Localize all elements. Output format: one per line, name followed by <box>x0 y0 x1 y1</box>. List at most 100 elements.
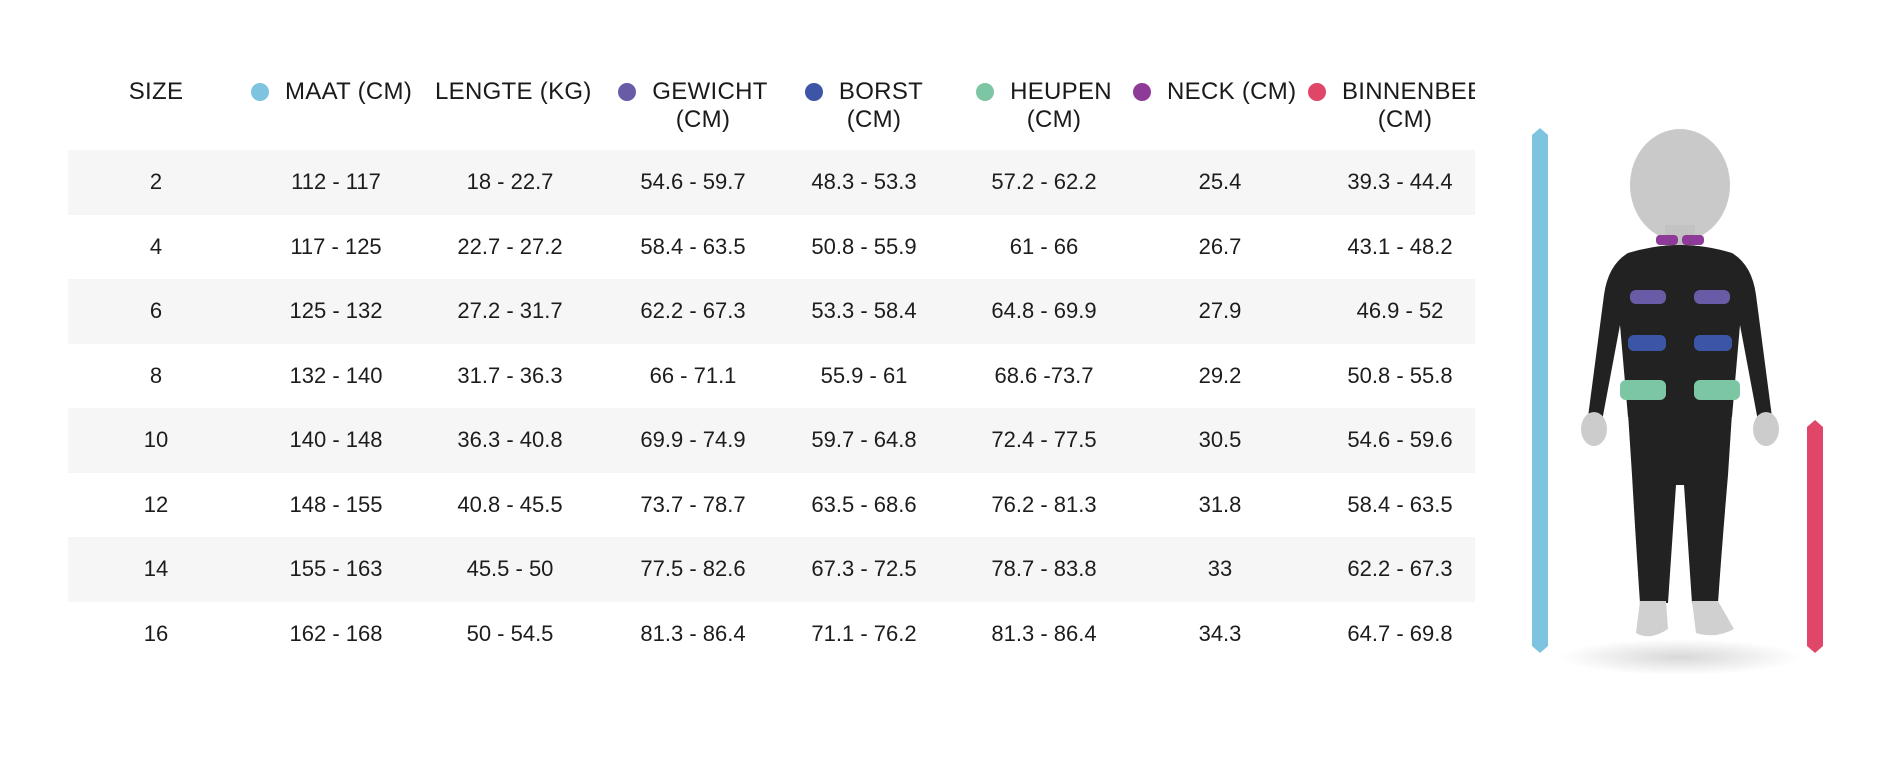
cell-lengte: 31.7 - 36.3 <box>457 362 563 388</box>
cell-heupen: 72.4 - 77.5 <box>991 427 1097 452</box>
cell-gewicht: 73.7 - 78.7 <box>640 491 746 517</box>
cell-neck: 29.2 <box>1198 362 1242 388</box>
table-row: 14 155 - 163 45.5 - 50 77.5 - 82.6 67.3 … <box>68 537 1475 602</box>
gewicht-color-dot <box>618 83 637 101</box>
cell-borst: 71.1 - 76.2 <box>811 620 917 646</box>
cell-gewicht: 58.4 - 63.5 <box>640 233 746 259</box>
cell-neck: 30.5 <box>1198 427 1242 452</box>
cell-borst: 55.9 - 61 <box>820 362 908 388</box>
table-row: 12 148 - 155 40.8 - 45.5 73.7 - 78.7 63.… <box>68 473 1475 538</box>
measurement-figure <box>1532 128 1823 675</box>
header-lengte-label: LENGTE (KG) <box>435 78 592 105</box>
borst-color-dot <box>804 83 823 101</box>
cell-heupen: 68.6 -73.7 <box>994 362 1094 388</box>
cell-binnenbeen: 64.7 - 69.8 <box>1347 620 1453 646</box>
child-silhouette <box>1581 129 1779 637</box>
heupen-color-dot <box>976 83 995 101</box>
cell-size: 14 <box>143 556 169 581</box>
cell-binnenbeen: 58.4 - 63.5 <box>1347 491 1453 517</box>
table-header: SIZE MAAT (CM) LENGTE (KG) GEWICHT (CM) … <box>68 70 1475 150</box>
cell-borst: 67.3 - 72.5 <box>811 556 917 581</box>
cell-maat: 140 - 148 <box>289 427 383 452</box>
header-maat: MAAT (CM) <box>251 78 421 148</box>
header-borst-unit: (CM) <box>846 106 902 133</box>
cell-neck: 33 <box>1207 556 1233 581</box>
cell-size: 2 <box>149 169 163 194</box>
cell-binnenbeen: 62.2 - 67.3 <box>1347 556 1453 581</box>
header-heupen: HEUPEN (CM) <box>969 78 1119 148</box>
cell-heupen: 61 - 66 <box>1009 233 1079 259</box>
header-neck-label: NECK (CM) <box>1167 78 1297 105</box>
cell-lengte: 40.8 - 45.5 <box>457 491 563 517</box>
cell-neck: 25.4 <box>1198 169 1242 194</box>
cell-maat: 162 - 168 <box>289 620 383 646</box>
cell-binnenbeen: 54.6 - 59.6 <box>1347 427 1453 452</box>
height-bar <box>1532 128 1548 653</box>
cell-gewicht: 66 - 71.1 <box>649 362 737 388</box>
header-borst: BORST (CM) <box>799 78 929 148</box>
cell-heupen: 57.2 - 62.2 <box>991 169 1097 194</box>
cell-size: 4 <box>149 233 163 259</box>
cell-lengte: 36.3 - 40.8 <box>457 427 563 452</box>
header-heupen-unit: (CM) <box>1026 106 1082 133</box>
cell-size: 12 <box>143 491 169 517</box>
cell-binnenbeen: 43.1 - 48.2 <box>1347 233 1453 259</box>
cell-binnenbeen: 39.3 - 44.4 <box>1347 169 1453 194</box>
cell-size: 6 <box>149 298 163 323</box>
cell-maat: 125 - 132 <box>289 298 383 323</box>
header-heupen-label: HEUPEN <box>1010 78 1112 105</box>
binnenbeen-color-dot <box>1308 83 1326 101</box>
header-binnenbeen: BINNENBEEN (CM) <box>1308 78 1475 148</box>
cell-binnenbeen: 46.9 - 52 <box>1356 298 1444 323</box>
header-borst-label: BORST <box>838 78 924 105</box>
cell-borst: 50.8 - 55.9 <box>811 233 917 259</box>
cell-maat: 148 - 155 <box>289 491 383 517</box>
cell-borst: 48.3 - 53.3 <box>811 169 917 194</box>
header-size-label: SIZE <box>128 78 184 105</box>
size-chart-table: SIZE MAAT (CM) LENGTE (KG) GEWICHT (CM) … <box>68 70 1475 666</box>
cell-binnenbeen: 50.8 - 55.8 <box>1347 362 1453 388</box>
cell-borst: 59.7 - 64.8 <box>811 427 917 452</box>
table-row: 2 112 - 117 18 - 22.7 54.6 - 59.7 48.3 -… <box>68 150 1475 215</box>
cell-heupen: 78.7 - 83.8 <box>991 556 1097 581</box>
cell-size: 8 <box>149 362 163 388</box>
cell-neck: 34.3 <box>1198 620 1242 646</box>
cell-gewicht: 81.3 - 86.4 <box>640 620 746 646</box>
borst-marker <box>1628 335 1732 351</box>
header-size: SIZE <box>108 78 204 148</box>
neck-color-dot <box>1133 83 1151 101</box>
header-gewicht: GEWICHT (CM) <box>613 78 773 148</box>
table-row: 6 125 - 132 27.2 - 31.7 62.2 - 67.3 53.3… <box>68 279 1475 344</box>
cell-lengte: 27.2 - 31.7 <box>457 298 563 323</box>
cell-gewicht: 69.9 - 74.9 <box>640 427 746 452</box>
header-gewicht-label: GEWICHT <box>652 78 768 105</box>
table-row: 16 162 - 168 50 - 54.5 81.3 - 86.4 71.1 … <box>68 602 1475 667</box>
cell-maat: 155 - 163 <box>289 556 383 581</box>
cell-size: 10 <box>143 427 169 452</box>
inseam-bar <box>1807 420 1823 653</box>
cell-gewicht: 77.5 - 82.6 <box>640 556 746 581</box>
cell-borst: 53.3 - 58.4 <box>811 298 917 323</box>
cell-lengte: 22.7 - 27.2 <box>457 233 563 259</box>
table-body: 2 112 - 117 18 - 22.7 54.6 - 59.7 48.3 -… <box>68 150 1475 666</box>
gewicht-marker <box>1630 290 1730 304</box>
cell-maat: 112 - 117 <box>291 169 381 194</box>
cell-maat: 132 - 140 <box>289 362 383 388</box>
header-gewicht-unit: (CM) <box>675 106 731 133</box>
cell-lengte: 45.5 - 50 <box>466 556 554 581</box>
maat-color-dot <box>251 83 269 101</box>
header-binnenbeen-unit: (CM) <box>1377 106 1433 133</box>
cell-heupen: 64.8 - 69.9 <box>991 298 1097 323</box>
neck-marker <box>1656 235 1704 245</box>
cell-heupen: 76.2 - 81.3 <box>991 491 1097 517</box>
header-lengte: LENGTE (KG) <box>435 78 591 148</box>
cell-neck: 27.9 <box>1198 298 1242 323</box>
cell-heupen: 81.3 - 86.4 <box>991 620 1097 646</box>
cell-maat: 117 - 125 <box>290 233 382 259</box>
table-row: 10 140 - 148 36.3 - 40.8 69.9 - 74.9 59.… <box>68 408 1475 473</box>
cell-neck: 31.8 <box>1198 491 1242 517</box>
cell-gewicht: 54.6 - 59.7 <box>640 169 746 194</box>
heupen-marker <box>1620 380 1740 400</box>
cell-size: 16 <box>143 620 169 646</box>
header-neck: NECK (CM) <box>1133 78 1308 148</box>
